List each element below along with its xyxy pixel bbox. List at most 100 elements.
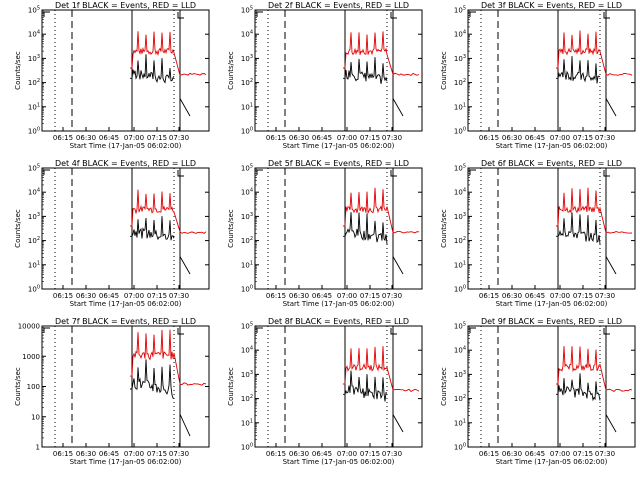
panel-det-1: Det 1f BLACK = Events, RED = LLD 100 101 10… bbox=[14, 1, 210, 150]
x-tick-label: 06:45 bbox=[525, 450, 545, 458]
x-tick-label: 07:30 bbox=[169, 450, 189, 458]
y-axis-label: Counts/sec bbox=[440, 209, 448, 248]
y-axis-label: Counts/sec bbox=[14, 209, 22, 248]
y-tick-label: 105 bbox=[454, 6, 466, 15]
x-tick-label: 07:15 bbox=[573, 292, 593, 300]
series-lld bbox=[130, 31, 207, 77]
x-axis-label: Start Time (17-Jan-05 06:02:00) bbox=[496, 142, 608, 150]
chart-title: Det 6f BLACK = Events, RED = LLD bbox=[481, 159, 622, 168]
x-tick-label: 06:45 bbox=[312, 134, 332, 142]
y-tick-label: 101 bbox=[241, 102, 253, 111]
corner-mark-left bbox=[43, 327, 50, 333]
x-tick-label: 07:00 bbox=[124, 134, 144, 142]
corner-mark-right bbox=[177, 12, 184, 19]
panel-det-5: Det 5f BLACK = Events, RED = LLD 100 101 10… bbox=[227, 159, 423, 308]
x-tick-label: 06:30 bbox=[502, 292, 522, 300]
x-axis-label: Start Time (17-Jan-05 06:02:00) bbox=[283, 300, 395, 308]
series-events bbox=[343, 370, 388, 402]
y-tick-label: 101 bbox=[454, 418, 466, 427]
y-tick-label: 101 bbox=[241, 260, 253, 269]
corner-mark-left bbox=[469, 11, 476, 17]
x-axis-label: Start Time (17-Jan-05 06:02:00) bbox=[70, 458, 182, 466]
y-tick-label: 102 bbox=[28, 236, 40, 245]
x-tick-label: 06:30 bbox=[289, 450, 309, 458]
y-tick-label: 105 bbox=[241, 322, 253, 331]
plot-frame bbox=[467, 9, 636, 132]
y-tick-label: 104 bbox=[28, 30, 40, 39]
series-events bbox=[130, 216, 175, 241]
x-tick-label: 06:30 bbox=[502, 134, 522, 142]
series-events bbox=[343, 212, 388, 245]
y-axis-label: Counts/sec bbox=[440, 51, 448, 90]
y-tick-label: 105 bbox=[241, 6, 253, 15]
y-tick-label: 101 bbox=[454, 260, 466, 269]
chart-title: Det 4f BLACK = Events, RED = LLD bbox=[55, 159, 196, 168]
series-events bbox=[130, 54, 175, 84]
x-tick-label: 06:30 bbox=[76, 450, 96, 458]
y-tick-label: 100 bbox=[241, 127, 253, 136]
y-tick-label: 103 bbox=[454, 212, 466, 221]
x-tick-label: 07:00 bbox=[550, 292, 570, 300]
x-tick-label: 06:15 bbox=[53, 450, 73, 458]
x-tick-label: 07:00 bbox=[337, 292, 357, 300]
y-tick-label: 105 bbox=[454, 322, 466, 331]
y-tick-label: 10000 bbox=[18, 323, 40, 331]
x-tick-label: 07:15 bbox=[573, 450, 593, 458]
x-tick-label: 06:15 bbox=[479, 450, 499, 458]
x-tick-label: 07:15 bbox=[147, 134, 167, 142]
series-events-tail bbox=[605, 256, 617, 275]
plot-frame bbox=[41, 167, 210, 290]
panel-det-6: Det 6f BLACK = Events, RED = LLD 100 101 10… bbox=[440, 159, 636, 308]
y-tick-label: 104 bbox=[454, 346, 466, 355]
y-axis-label: Counts/sec bbox=[14, 367, 22, 406]
chart-title: Det 8f BLACK = Events, RED = LLD bbox=[268, 317, 409, 326]
series-events bbox=[343, 57, 388, 84]
x-tick-label: 07:30 bbox=[382, 134, 402, 142]
y-tick-label: 102 bbox=[28, 78, 40, 87]
plot-frame bbox=[254, 167, 423, 290]
x-tick-label: 06:45 bbox=[99, 450, 119, 458]
x-tick-label: 06:15 bbox=[266, 450, 286, 458]
chart-title: Det 3f BLACK = Events, RED = LLD bbox=[481, 1, 622, 10]
x-tick-label: 07:30 bbox=[595, 134, 615, 142]
y-tick-label: 105 bbox=[28, 6, 40, 15]
series-lld bbox=[343, 346, 420, 392]
y-tick-label: 102 bbox=[241, 394, 253, 403]
panel-det-2: Det 2f BLACK = Events, RED = LLD 100 101 10… bbox=[227, 1, 423, 150]
series-lld bbox=[556, 30, 633, 76]
plot-frame bbox=[254, 9, 423, 132]
series-events-tail bbox=[179, 414, 191, 437]
series-lld bbox=[556, 346, 633, 392]
plot-frame bbox=[467, 167, 636, 290]
y-tick-label: 100 bbox=[454, 127, 466, 136]
y-tick-label: 101 bbox=[28, 102, 40, 111]
corner-mark-right bbox=[603, 328, 610, 335]
x-tick-label: 07:30 bbox=[595, 292, 615, 300]
x-axis-label: Start Time (17-Jan-05 06:02:00) bbox=[283, 142, 395, 150]
y-tick-label: 104 bbox=[28, 188, 40, 197]
x-tick-label: 06:15 bbox=[53, 292, 73, 300]
y-tick-label: 103 bbox=[28, 54, 40, 63]
x-axis-label: Start Time (17-Jan-05 06:02:00) bbox=[496, 458, 608, 466]
plot-frame bbox=[467, 325, 636, 448]
x-tick-label: 07:15 bbox=[360, 134, 380, 142]
panel-det-9: Det 9f BLACK = Events, RED = LLD 100 101 10… bbox=[440, 317, 636, 466]
y-tick-label: 105 bbox=[241, 164, 253, 173]
y-axis-label: Counts/sec bbox=[14, 51, 22, 90]
x-tick-label: 06:45 bbox=[312, 450, 332, 458]
panel-det-3: Det 3f BLACK = Events, RED = LLD 100 101 10… bbox=[440, 1, 636, 150]
y-tick-label: 100 bbox=[454, 285, 466, 294]
corner-mark-right bbox=[603, 170, 610, 177]
x-tick-label: 07:15 bbox=[573, 134, 593, 142]
x-tick-label: 07:00 bbox=[550, 450, 570, 458]
y-tick-label: 103 bbox=[28, 212, 40, 221]
series-events-tail bbox=[605, 414, 617, 433]
series-lld bbox=[343, 187, 420, 234]
x-tick-label: 06:15 bbox=[479, 134, 499, 142]
chart-title: Det 7f BLACK = Events, RED = LLD bbox=[55, 317, 196, 326]
y-tick-label: 102 bbox=[454, 394, 466, 403]
y-axis-label: Counts/sec bbox=[227, 51, 235, 90]
series-lld bbox=[343, 31, 420, 76]
